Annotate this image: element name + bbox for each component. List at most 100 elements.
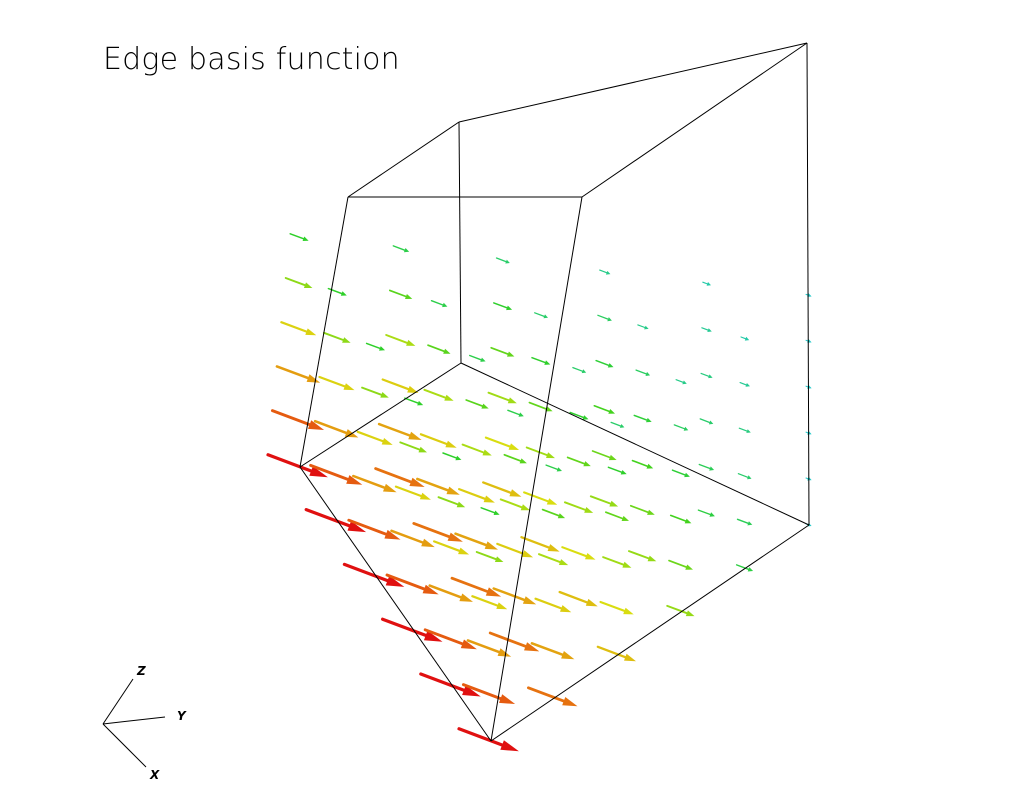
arrow-head (385, 575, 405, 587)
arrow-head (482, 449, 492, 456)
arrow-shaft (531, 356, 546, 364)
arrow-head (561, 651, 575, 660)
arrow-head (624, 653, 636, 662)
arrow-head (620, 470, 627, 475)
wire-edge (299, 362, 462, 468)
arrow-head (621, 515, 629, 521)
arrow-shaft (487, 391, 510, 402)
arrow-head (455, 455, 462, 461)
arrow-shaft (377, 422, 411, 437)
arrow-shaft (458, 488, 486, 500)
arrow-head (422, 584, 439, 595)
arrow-head (509, 489, 522, 497)
arrow-head (446, 486, 460, 495)
arrow-head (484, 541, 498, 550)
arrow-head (507, 397, 517, 404)
arrow-head (340, 291, 347, 296)
arrow-shaft (469, 354, 482, 361)
wire-edge (458, 121, 462, 364)
arrow-head (644, 325, 649, 330)
arrow-shaft (599, 269, 608, 274)
arrow-shaft (604, 511, 624, 520)
arrow-shaft (318, 375, 346, 388)
arrow-shaft (561, 546, 588, 558)
arrow-shaft (572, 366, 584, 372)
arrow-head (445, 440, 457, 448)
arrow-head (607, 363, 614, 368)
arrow-shaft (628, 550, 650, 560)
arrow-shaft (482, 481, 512, 494)
arrow-head (380, 392, 389, 398)
arrow-head (494, 556, 504, 562)
arrow-head (585, 598, 598, 607)
arrow-head (522, 596, 537, 605)
arrow-shaft (480, 507, 496, 514)
arrow-head (480, 357, 486, 362)
arrow-head (623, 607, 634, 615)
arrow-shaft (428, 584, 463, 599)
arrow-shaft (430, 300, 444, 306)
arrow-shaft (589, 495, 612, 505)
arrow-head (608, 409, 615, 414)
arrow-shaft (700, 372, 710, 377)
arrow-head (683, 426, 689, 431)
arrow-shaft (381, 617, 428, 638)
arrow-head (409, 477, 425, 487)
arrow-shaft (461, 683, 503, 701)
arrow-shaft (530, 642, 564, 656)
arrow-head (682, 380, 687, 385)
arrow-shaft (437, 496, 459, 506)
arrow-head (306, 374, 321, 383)
arrow-shaft (527, 686, 566, 703)
arrow-shaft (558, 590, 589, 604)
arrow-shaft (322, 331, 345, 341)
arrow-head (609, 500, 619, 507)
arrow-head (582, 415, 589, 420)
arrow-head (558, 559, 569, 566)
arrow-shaft (669, 514, 687, 522)
arrow-head (585, 553, 596, 560)
y-axis-line (102, 716, 166, 725)
wire-edge (490, 196, 583, 742)
arrow-head (647, 509, 655, 515)
arrow-shaft (602, 556, 625, 566)
arrow-head (308, 420, 325, 430)
arrow-head (684, 518, 692, 524)
arrow-head (646, 417, 652, 423)
arrow-shaft (465, 399, 484, 407)
arrow-shaft (738, 427, 748, 432)
arrow-shaft (347, 518, 388, 536)
arrow-shaft (457, 727, 504, 747)
x-axis-line (102, 723, 147, 768)
arrow-shaft (496, 542, 525, 555)
arrow-head (684, 472, 690, 478)
arrow-head (408, 431, 422, 440)
arrow-shaft (740, 336, 747, 340)
arrow-head (444, 394, 454, 401)
arrow-shaft (427, 344, 446, 353)
arrow-head (302, 236, 309, 241)
arrow-head (483, 495, 495, 503)
arrow-shaft (610, 421, 622, 427)
arrow-head (747, 567, 754, 572)
arrow-head (406, 339, 416, 346)
arrow-shaft (270, 409, 312, 427)
arrow-shaft (492, 587, 526, 602)
arrow-shaft (419, 672, 466, 692)
wire-edge (458, 42, 808, 123)
arrow-head (507, 351, 515, 357)
arrow-shaft (381, 378, 410, 391)
arrow-shaft (520, 536, 551, 549)
arrow-shaft (466, 639, 501, 654)
arrow-shaft (597, 314, 609, 320)
arrow-shaft (423, 628, 464, 646)
arrow-shaft (595, 359, 610, 367)
arrow-shaft (374, 467, 413, 484)
arrow-shaft (284, 277, 306, 287)
arrow-head (379, 346, 385, 351)
arrow-shaft (599, 600, 626, 612)
arrow-head (506, 305, 513, 311)
arrow-shaft (675, 379, 684, 383)
